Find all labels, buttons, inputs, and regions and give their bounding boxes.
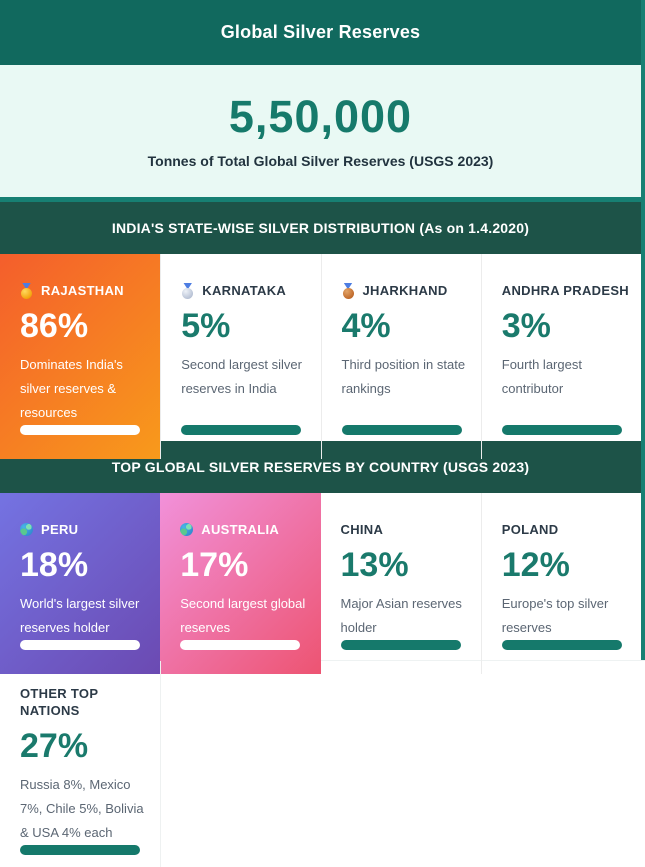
card-header: CHINA: [341, 521, 475, 538]
silver-medal-icon: [181, 283, 194, 299]
card-china: CHINA 13% Major Asian reserves holder: [321, 493, 481, 674]
card-rajasthan: RAJASTHAN 86% Dominates India's silver r…: [0, 254, 161, 459]
card-peru: PERU 18% World's largest silver reserves…: [0, 493, 161, 674]
card-percent: 18%: [20, 546, 89, 584]
card-title: JHARKHAND: [362, 283, 448, 298]
card-header: JHARKHAND: [342, 282, 475, 299]
card-percent: 3%: [501, 307, 551, 345]
card-description: Second largest silver reserves in India: [181, 357, 302, 396]
empty-cell: [484, 661, 645, 867]
hero-section: 5,50,000 Tonnes of Total Global Silver R…: [0, 65, 641, 197]
card-header: POLAND: [502, 521, 635, 538]
card-percent: 86%: [20, 307, 89, 345]
progress-bar: [20, 640, 140, 650]
globe-icon: [180, 523, 194, 536]
progress-bar: [20, 845, 140, 855]
globe-icon: [20, 523, 33, 536]
card-description: Fourth largest contributor: [501, 357, 582, 396]
india-section-header: INDIA'S STATE-WISE SILVER DISTRIBUTION (…: [0, 202, 641, 254]
card-title: ANDHRA PRADESH: [501, 283, 629, 298]
card-percent: 4%: [341, 307, 391, 345]
global-cards-row: PERU 18% World's largest silver reserves…: [0, 493, 641, 674]
page-title: Global Silver Reserves: [220, 22, 421, 42]
card-title: AUSTRALIA: [201, 522, 280, 537]
total-reserves-caption: Tonnes of Total Global Silver Reserves (…: [147, 152, 494, 169]
card-poland: POLAND 12% Europe's top silver reserves: [480, 493, 641, 674]
progress-bar: [501, 640, 622, 650]
progress-bar: [181, 425, 302, 435]
card-andhra-pradesh: ANDHRA PRADESH 3% Fourth largest contrib…: [480, 254, 641, 459]
bronze-medal-icon: [342, 283, 355, 299]
global-section-title: TOP GLOBAL SILVER RESERVES BY COUNTRY (U…: [111, 459, 530, 475]
card-percent: 27%: [20, 727, 89, 765]
card-description: Second largest global reserves: [180, 596, 306, 635]
card-title: PERU: [41, 522, 79, 537]
card-title: OTHER TOP NATIONS: [20, 686, 99, 718]
progress-bar: [20, 425, 140, 435]
card-title: RAJASTHAN: [41, 283, 124, 298]
card-jharkhand: JHARKHAND 4% Third position in state ran…: [320, 254, 481, 459]
india-section-title: INDIA'S STATE-WISE SILVER DISTRIBUTION (…: [111, 220, 530, 236]
india-cards-row: RAJASTHAN 86% Dominates India's silver r…: [0, 254, 641, 459]
card-percent: 17%: [180, 546, 249, 584]
card-description: Dominates India's silver reserves & reso…: [20, 357, 123, 420]
card-title: POLAND: [501, 522, 559, 537]
total-reserves-value: 5,50,000: [228, 90, 413, 142]
gold-medal-icon: [20, 283, 33, 299]
card-description: Third position in state rankings: [341, 357, 466, 396]
card-header: PERU: [20, 521, 154, 538]
card-header: ANDHRA PRADESH: [502, 282, 635, 299]
card-header: AUSTRALIA: [180, 521, 314, 538]
page-header: Global Silver Reserves: [0, 0, 641, 65]
card-percent: 5%: [181, 307, 231, 345]
card-australia: AUSTRALIA 17% Second largest global rese…: [160, 493, 321, 674]
card-percent: 12%: [501, 546, 570, 584]
card-title: CHINA: [340, 522, 384, 537]
card-title: KARNATAKA: [202, 283, 287, 298]
progress-bar: [341, 425, 462, 435]
infographic-top: Global Silver Reserves 5,50,000 Tonnes o…: [0, 0, 645, 660]
card-percent: 13%: [340, 546, 409, 584]
card-description: World's largest silver reserves holder: [20, 596, 140, 635]
empty-cell: [323, 661, 484, 867]
card-description: Europe's top silver reserves: [501, 596, 609, 635]
progress-bar: [501, 425, 622, 435]
other-nations-row: OTHER TOP NATIONS 27% Russia 8%, Mexico …: [0, 660, 645, 867]
card-header: OTHER TOP NATIONS: [20, 685, 154, 719]
empty-cell: [161, 661, 322, 867]
card-header: RAJASTHAN: [20, 282, 154, 299]
card-other-top-nations: OTHER TOP NATIONS 27% Russia 8%, Mexico …: [0, 661, 162, 867]
card-description: Major Asian reserves holder: [340, 596, 462, 635]
card-description: Russia 8%, Mexico 7%, Chile 5%, Bolivia …: [20, 777, 144, 840]
progress-bar: [340, 640, 461, 650]
card-header: KARNATAKA: [181, 282, 314, 299]
progress-bar: [180, 640, 301, 650]
card-karnataka: KARNATAKA 5% Second largest silver reser…: [160, 254, 320, 459]
